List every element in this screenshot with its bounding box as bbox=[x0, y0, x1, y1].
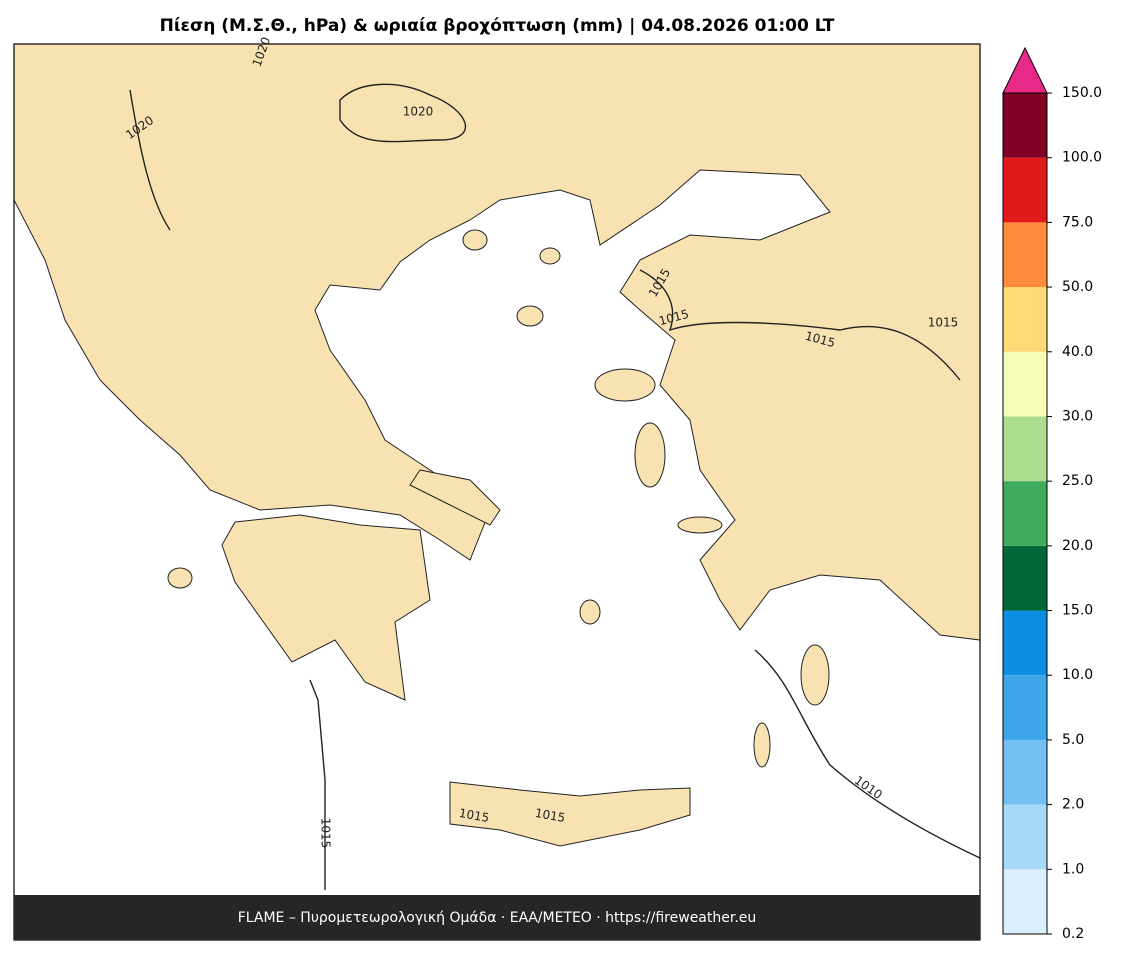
colorbar-bin bbox=[1003, 545, 1047, 611]
colorbar-bin bbox=[1003, 416, 1047, 482]
colorbar-bin bbox=[1003, 157, 1047, 223]
colorbar-tick-label: 10.0 bbox=[1062, 667, 1093, 683]
colorbar-bin bbox=[1003, 804, 1047, 870]
contour-label: 1015 bbox=[319, 818, 333, 849]
colorbar-tick-label: 75.0 bbox=[1062, 214, 1093, 230]
colorbar-tick-label: 40.0 bbox=[1062, 344, 1093, 360]
colorbar-bin bbox=[1003, 610, 1047, 676]
colorbar-tick-label: 150.0 bbox=[1062, 85, 1102, 101]
title: Πίεση (Μ.Σ.Θ., hPa) & ωριαία βροχόπτωση … bbox=[160, 16, 835, 36]
colorbar-frame bbox=[1002, 92, 1048, 935]
colorbar-bin bbox=[1003, 93, 1047, 158]
colorbar-tick-label: 1.0 bbox=[1062, 861, 1084, 877]
colorbar-tick-label: 100.0 bbox=[1062, 150, 1102, 166]
colorbar-bin bbox=[1003, 675, 1047, 740]
colorbar-tick-label: 20.0 bbox=[1062, 538, 1093, 554]
colorbar-tick-label: 50.0 bbox=[1062, 279, 1093, 295]
colorbar: 0.2 1.0 2.0 5.0 10.0 15.0 20.0 25.0 30.0 40.0 50.0… bbox=[1002, 46, 1102, 942]
colorbar-bin bbox=[1003, 739, 1047, 805]
colorbar-bin bbox=[1003, 287, 1047, 352]
contour-label: 1015 bbox=[534, 806, 567, 825]
colorbar-tick-label: 5.0 bbox=[1062, 732, 1084, 748]
map bbox=[13, 43, 981, 941]
colorbar-tick-label: 15.0 bbox=[1062, 603, 1093, 619]
colorbar-tick-label: 30.0 bbox=[1062, 408, 1093, 424]
contour-label: 1020 bbox=[403, 105, 434, 119]
colorbar-bin bbox=[1003, 481, 1047, 546]
colorbar-bin bbox=[1003, 351, 1047, 417]
colorbar-extend bbox=[1002, 46, 1048, 94]
colorbar-tick-label: 2.0 bbox=[1062, 797, 1084, 813]
footer: FLAME – Πυρομετεωρολογική Ομάδα · ΕΑΑ/ME… bbox=[238, 910, 757, 926]
contour-label: 1015 bbox=[928, 316, 959, 330]
colorbar-tick-label: 25.0 bbox=[1062, 473, 1093, 489]
colorbar-bin bbox=[1003, 222, 1047, 288]
colorbar-tick-label: 0.2 bbox=[1062, 926, 1084, 942]
colorbar-bin bbox=[1003, 869, 1047, 934]
contour-label: 1015 bbox=[458, 806, 491, 825]
footer-bar bbox=[14, 895, 980, 940]
